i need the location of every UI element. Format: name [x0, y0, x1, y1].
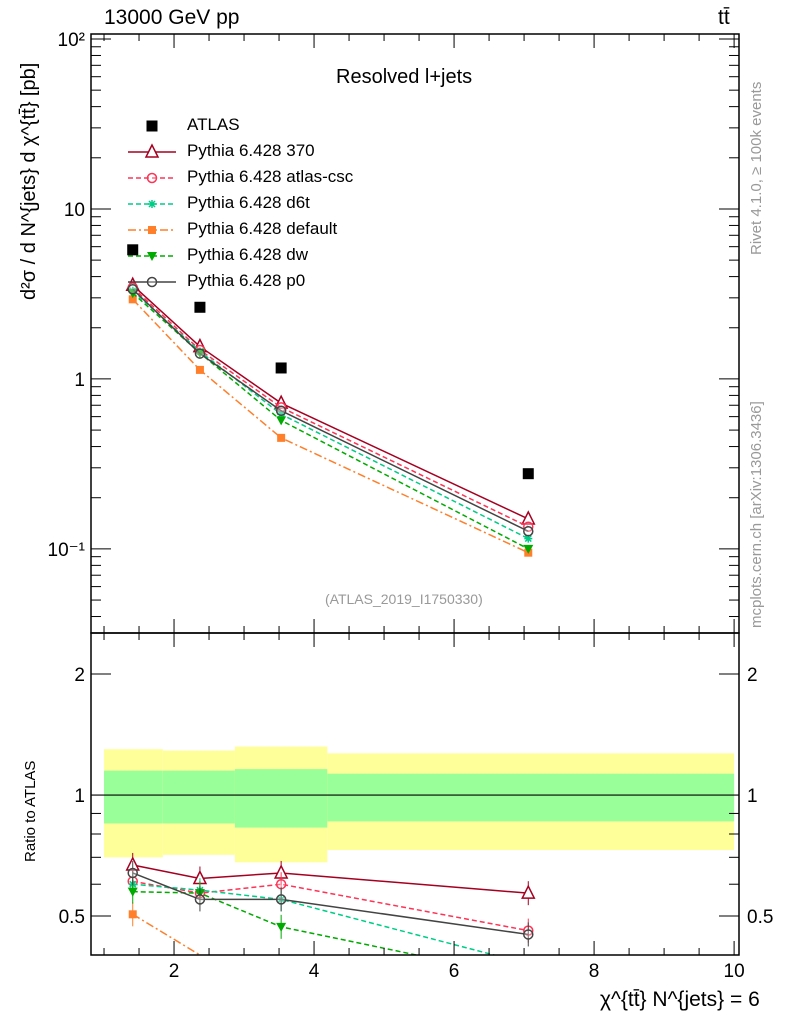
- data-point-default: [277, 433, 286, 442]
- plot-title: Resolved l+jets: [336, 66, 473, 88]
- ratio-y-tick-label: 1: [74, 786, 85, 807]
- ratio-y-tick-label-right: 0.5: [747, 907, 773, 928]
- legend-marker-p0: [146, 276, 158, 288]
- ratio-point-p0: [275, 894, 287, 905]
- series-line-p0: [132, 288, 529, 532]
- ratio-point-default: [128, 910, 137, 919]
- ratio-point-dw: [276, 922, 287, 932]
- legend-label: Pythia 6.428 default: [187, 219, 338, 238]
- ratio-plot-frame: [90, 632, 740, 956]
- data-point-p0: [194, 348, 206, 359]
- rivet-version-label: Rivet 4.1.0, ≥ 100k events: [748, 81, 765, 255]
- x-axis-label: χ^{tt̄} N^{jets} = 6: [600, 988, 760, 1011]
- y-tick-label: 10: [64, 200, 85, 221]
- data-point-d6t: [277, 410, 286, 419]
- ratio-line-p0: [132, 872, 529, 936]
- data-point-atlas: [194, 301, 206, 313]
- legend-label: Pythia 6.428 370: [187, 141, 315, 160]
- y-tick-label: 10⁻¹: [48, 540, 86, 561]
- data-point-atlas: [275, 362, 287, 374]
- y-axis-label: d²σ / d N^{jets} d χ^{tt̄} [pb]: [18, 62, 40, 300]
- series-line-dw: [132, 292, 529, 550]
- legend-label: Pythia 6.428 d6t: [187, 193, 310, 212]
- ratio-line-default: [132, 913, 205, 955]
- x-tick-label: 10: [724, 961, 745, 982]
- data-point-dw: [523, 544, 534, 554]
- legend-label: Pythia 6.428 p0: [187, 271, 306, 290]
- legend-label: ATLAS: [187, 115, 240, 134]
- legend-marker-default: [148, 226, 156, 234]
- data-point-p0: [127, 283, 138, 295]
- legend-label: Pythia 6.428 atlas-csc: [187, 167, 354, 186]
- y-tick-label: 1: [74, 370, 85, 391]
- legend-marker-370: [144, 143, 160, 158]
- ratio-line-370: [132, 864, 529, 894]
- legend-item-d6t: Pythia 6.428 d6t: [125, 191, 425, 217]
- ratio-point-p0: [127, 867, 138, 879]
- ratio-point-p0: [523, 929, 534, 940]
- process-label: tt̄: [718, 6, 730, 29]
- legend-label: Pythia 6.428 dw: [187, 245, 308, 264]
- uncertainty-band-green: [104, 770, 163, 824]
- x-tick-label: 8: [589, 961, 600, 982]
- ratio-point-p0: [194, 894, 206, 905]
- data-point-d6t: [524, 534, 533, 543]
- legend-item-370: Pythia 6.428 370: [125, 139, 425, 165]
- ratio-line-dw: [132, 890, 421, 955]
- ratio-point-atlas-csc: [275, 878, 287, 890]
- y-tick-label: 10²: [58, 30, 85, 51]
- data-point-atlas: [127, 244, 139, 256]
- legend-item-dw: Pythia 6.428 dw: [125, 243, 425, 269]
- legend-item-atlas: ATLAS: [125, 113, 425, 139]
- ratio-y-tick-label-right: 2: [747, 665, 758, 686]
- legend-item-p0: Pythia 6.428 p0: [125, 269, 425, 295]
- data-point-default: [128, 295, 137, 304]
- series-line-atlas-csc: [132, 286, 529, 528]
- energy-label: 13000 GeV pp: [104, 6, 240, 29]
- x-tick-label: 6: [449, 961, 460, 982]
- ratio-y-tick-label: 0.5: [59, 907, 85, 928]
- analysis-watermark: (ATLAS_2019_I1750330): [325, 591, 483, 607]
- uncertainty-band-green: [327, 773, 735, 822]
- data-point-dw: [276, 416, 287, 426]
- uncertainty-band-green: [162, 770, 235, 824]
- ratio-axis-label: Ratio to ATLAS: [22, 760, 39, 862]
- legend-marker-atlas-csc: [146, 172, 158, 184]
- data-point-p0: [523, 525, 534, 537]
- legend-marker-d6t: [148, 200, 156, 208]
- ratio-point-dw: [127, 887, 138, 897]
- legend-item-atlas-csc: Pythia 6.428 atlas-csc: [125, 165, 425, 191]
- series-line-370: [132, 284, 529, 520]
- legend-marker-atlas: [146, 120, 158, 132]
- ratio-point-370: [521, 884, 536, 899]
- data-point-370: [521, 510, 536, 525]
- data-point-atlas: [522, 468, 534, 480]
- ratio-y-tick-label-right: 1: [747, 786, 758, 807]
- ratio-y-tick-label: 2: [74, 665, 85, 686]
- data-point-default: [195, 365, 204, 374]
- data-point-p0: [275, 405, 287, 416]
- legend-marker-dw: [147, 252, 157, 261]
- legend-item-default: Pythia 6.428 default: [125, 217, 425, 243]
- legend: ATLAS Pythia 6.428 370 Pythia 6.428 atla…: [125, 113, 445, 303]
- ratio-line-d6t: [132, 883, 497, 955]
- uncertainty-band-green: [234, 769, 328, 828]
- series-line-default: [132, 298, 529, 554]
- x-tick-label: 2: [169, 961, 180, 982]
- x-tick-label: 4: [309, 961, 320, 982]
- mcplots-label: mcplots.cern.ch [arXiv:1306.3436]: [748, 401, 765, 628]
- series-line-d6t: [132, 290, 529, 540]
